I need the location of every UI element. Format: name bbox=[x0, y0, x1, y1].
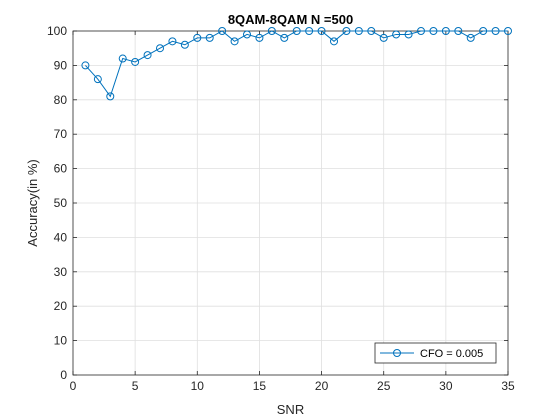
data-point bbox=[479, 27, 488, 35]
y-tick-label: 80 bbox=[54, 93, 68, 107]
y-tick-label: 50 bbox=[54, 196, 68, 210]
series-line bbox=[85, 30, 508, 98]
data-point bbox=[305, 27, 314, 35]
data-point bbox=[168, 37, 177, 46]
data-point bbox=[280, 33, 289, 42]
y-tick-label: 20 bbox=[54, 299, 68, 313]
data-point bbox=[454, 27, 463, 35]
x-tick-label: 20 bbox=[315, 379, 329, 393]
legend: CFO = 0.005 bbox=[374, 342, 497, 364]
data-point bbox=[330, 37, 338, 46]
x-tick-label: 15 bbox=[253, 379, 267, 393]
data-point bbox=[267, 27, 276, 35]
grid bbox=[73, 31, 508, 375]
data-point bbox=[118, 54, 127, 63]
x-tick-label: 25 bbox=[377, 379, 391, 393]
series bbox=[81, 27, 512, 101]
y-tick-label: 40 bbox=[54, 230, 68, 244]
data-point bbox=[404, 30, 413, 39]
x-tick-label: 35 bbox=[501, 379, 515, 393]
data-point bbox=[429, 27, 438, 35]
y-tick-label: 0 bbox=[60, 368, 67, 382]
y-axis-label: Accuracy(in %) bbox=[25, 159, 40, 246]
data-point bbox=[156, 44, 164, 53]
data-point bbox=[143, 51, 152, 60]
data-point bbox=[81, 61, 90, 70]
x-tick-label: 5 bbox=[132, 379, 139, 393]
y-tick-label: 90 bbox=[54, 58, 68, 72]
legend-entry-label: CFO = 0.005 bbox=[420, 348, 483, 360]
data-point bbox=[193, 33, 202, 42]
data-point bbox=[342, 27, 351, 35]
chart-title: 8QAM-8QAM N =500 bbox=[228, 12, 353, 27]
data-point bbox=[180, 40, 189, 49]
legend-box bbox=[374, 342, 497, 364]
y-tick-label: 30 bbox=[54, 265, 68, 279]
data-point bbox=[354, 27, 363, 35]
data-point bbox=[317, 27, 326, 35]
data-point bbox=[243, 30, 251, 39]
y-tick-label: 70 bbox=[54, 127, 68, 141]
legend-marker-sample bbox=[393, 349, 401, 357]
data-point bbox=[379, 33, 388, 42]
data-point bbox=[255, 33, 264, 42]
data-point bbox=[230, 37, 239, 46]
data-point bbox=[367, 27, 376, 35]
data-point bbox=[504, 27, 512, 35]
y-tick-label: 100 bbox=[47, 24, 67, 38]
data-point bbox=[131, 57, 140, 66]
y-tick-label: 60 bbox=[54, 162, 68, 176]
ticks: 0 5 10 15 20 25 30 35 0 10 20 30 40 50 60 70 80 90 100 bbox=[47, 24, 515, 393]
data-point bbox=[417, 27, 425, 35]
x-tick-label: 0 bbox=[70, 379, 77, 393]
x-tick-label: 30 bbox=[439, 379, 453, 393]
data-point bbox=[466, 33, 475, 42]
data-point bbox=[106, 92, 115, 101]
data-point bbox=[218, 27, 227, 35]
data-point bbox=[441, 27, 450, 35]
data-point bbox=[292, 27, 301, 35]
data-point bbox=[491, 27, 500, 35]
y-tick-label: 10 bbox=[54, 334, 68, 348]
data-point bbox=[205, 33, 214, 42]
data-point bbox=[392, 30, 401, 39]
x-tick-label: 10 bbox=[191, 379, 205, 393]
x-axis-label: SNR bbox=[277, 402, 304, 417]
data-point bbox=[93, 75, 102, 84]
